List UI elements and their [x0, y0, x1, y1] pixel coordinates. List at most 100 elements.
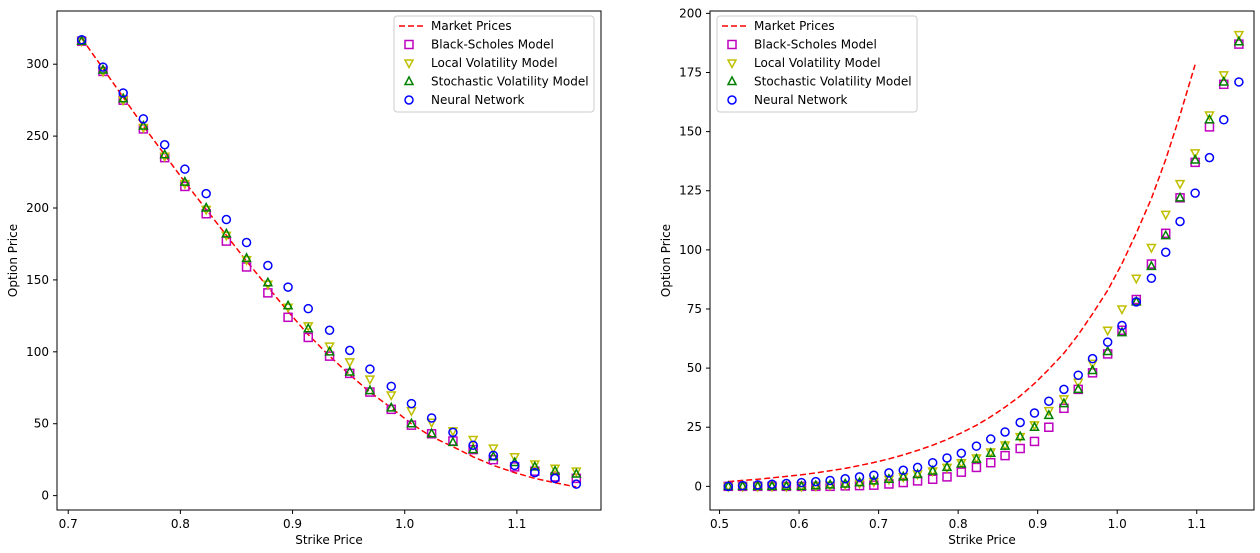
left-sv-point [138, 119, 149, 130]
right-chart-marks [723, 30, 1245, 493]
right-nn-point [1102, 337, 1113, 347]
left-lv-point [97, 67, 109, 78]
right-sv-point [1058, 397, 1070, 408]
left-lv-point [386, 391, 397, 402]
right-nn-point [1190, 188, 1200, 198]
right-ytick-label: 100 [679, 243, 702, 257]
right-legend-nn-swatch [727, 95, 737, 105]
left-chart: 0.7 0.8 0.9 1.0 1.1 0 50 100 150 200 250 300 Strike… [6, 10, 602, 547]
right-nn-point [1146, 273, 1157, 283]
left-lv-point [200, 205, 212, 216]
left-lv-point [509, 453, 520, 463]
left-xtick-label: 1.0 [395, 517, 414, 531]
right-sv-point [723, 480, 734, 491]
right-bs-point [1000, 450, 1010, 461]
right-nn-point [869, 470, 879, 480]
right-nn-point [737, 480, 748, 491]
right-sv-point [999, 440, 1011, 450]
right-legend-bs-label: Black-Scholes Model [754, 38, 877, 52]
left-nn-point [201, 188, 211, 199]
right-nn-point [1204, 152, 1215, 163]
right-nn-point [1015, 417, 1025, 428]
left-ytick-label: 300 [26, 57, 49, 71]
left-sv-point [221, 227, 232, 238]
right-chart: 0.5 0.6 0.7 0.8 0.9 1.0 1.1 0 25 50 75 100 125 150 175… [659, 6, 1255, 547]
left-legend-nn-swatch [404, 95, 414, 105]
left-bs-point [201, 209, 211, 219]
right-legend-bs-swatch [727, 39, 737, 50]
right-nn-point [825, 475, 835, 486]
right-ytick-label: 150 [679, 125, 702, 139]
right-nn-point [1000, 427, 1010, 437]
right-sv-point [1087, 364, 1098, 375]
right-sv-point [956, 457, 967, 468]
left-sv-point [200, 201, 212, 212]
right-legend-market-label: Market Prices [754, 19, 835, 33]
left-nn-point [426, 413, 437, 423]
right-nn-point [723, 481, 734, 492]
right-xtick-label: 0.6 [790, 517, 809, 531]
right-nn-point [1175, 216, 1185, 227]
left-chart-ticks: 0.7 0.8 0.9 1.0 1.1 0 50 100 150 200 250 300 [26, 57, 526, 531]
left-nn-point [221, 214, 232, 225]
right-sv-point [912, 468, 923, 479]
left-legend-nn-label: Neural Network [431, 93, 525, 107]
right-sv-point [927, 464, 938, 475]
left-xtick-label: 0.8 [171, 517, 190, 531]
right-ytick-label: 50 [687, 361, 702, 375]
left-lv-point [488, 444, 499, 455]
right-bs-point [942, 472, 952, 482]
right-nn-point [985, 434, 996, 444]
right-sv-point [941, 461, 953, 472]
right-sv-point [1102, 345, 1113, 356]
left-legend-lv-label: Local Volatility Model [431, 56, 558, 70]
left-sv-point [447, 436, 459, 447]
right-nn-point [1117, 320, 1127, 331]
right-xtick-label: 0.5 [710, 517, 729, 531]
right-legend: Market Prices Black-Scholes Model Local Vo… [716, 15, 918, 113]
left-sv-point [302, 322, 314, 333]
left-lv-point [262, 280, 274, 291]
left-nn-point [263, 260, 273, 271]
right-nn-point [1131, 297, 1142, 307]
left-ytick-label: 100 [26, 345, 49, 359]
left-sv-point [364, 384, 376, 395]
right-xtick-label: 1.0 [1108, 517, 1127, 531]
right-xtick-label: 0.7 [869, 517, 888, 531]
right-xtick-label: 0.9 [1028, 517, 1047, 531]
right-nn-point [767, 479, 777, 489]
right-lv-point [1189, 149, 1201, 159]
left-lv-point [344, 358, 356, 368]
right-sv-point [1072, 383, 1084, 394]
right-bs-point [869, 480, 879, 490]
right-ytick-label: 25 [687, 420, 702, 434]
left-legend-market-label: Market Prices [431, 19, 512, 33]
left-ytick-label: 200 [26, 201, 49, 215]
right-nn-point [971, 441, 982, 451]
left-nn-point [283, 282, 293, 292]
right-sv-point [1029, 421, 1040, 431]
left-legend-bs-swatch [404, 39, 414, 50]
left-legend: Market Prices Black-Scholes Model Local Vo… [393, 15, 595, 113]
right-nn-point [1044, 396, 1054, 406]
right-bs-point [1117, 325, 1127, 336]
left-nn-point [118, 88, 128, 98]
left-nn-point [509, 460, 520, 471]
right-bs-point [1044, 422, 1054, 432]
right-sv-point [1146, 260, 1157, 271]
right-lv-point [1131, 274, 1142, 285]
right-plot-frame [709, 10, 1255, 511]
left-sv-point [324, 345, 335, 356]
left-nn-point [406, 398, 417, 409]
right-nn-point [811, 476, 821, 487]
right-xlabel: Strike Price [948, 533, 1016, 547]
left-sv-point [159, 148, 170, 159]
left-sv-point [97, 63, 109, 74]
right-market-line [728, 64, 1196, 483]
left-nn-point [303, 303, 313, 314]
right-nn-point [840, 474, 850, 484]
left-nn-point [365, 364, 375, 374]
left-legend-box [393, 15, 595, 113]
right-ytick-label: 75 [687, 302, 702, 316]
